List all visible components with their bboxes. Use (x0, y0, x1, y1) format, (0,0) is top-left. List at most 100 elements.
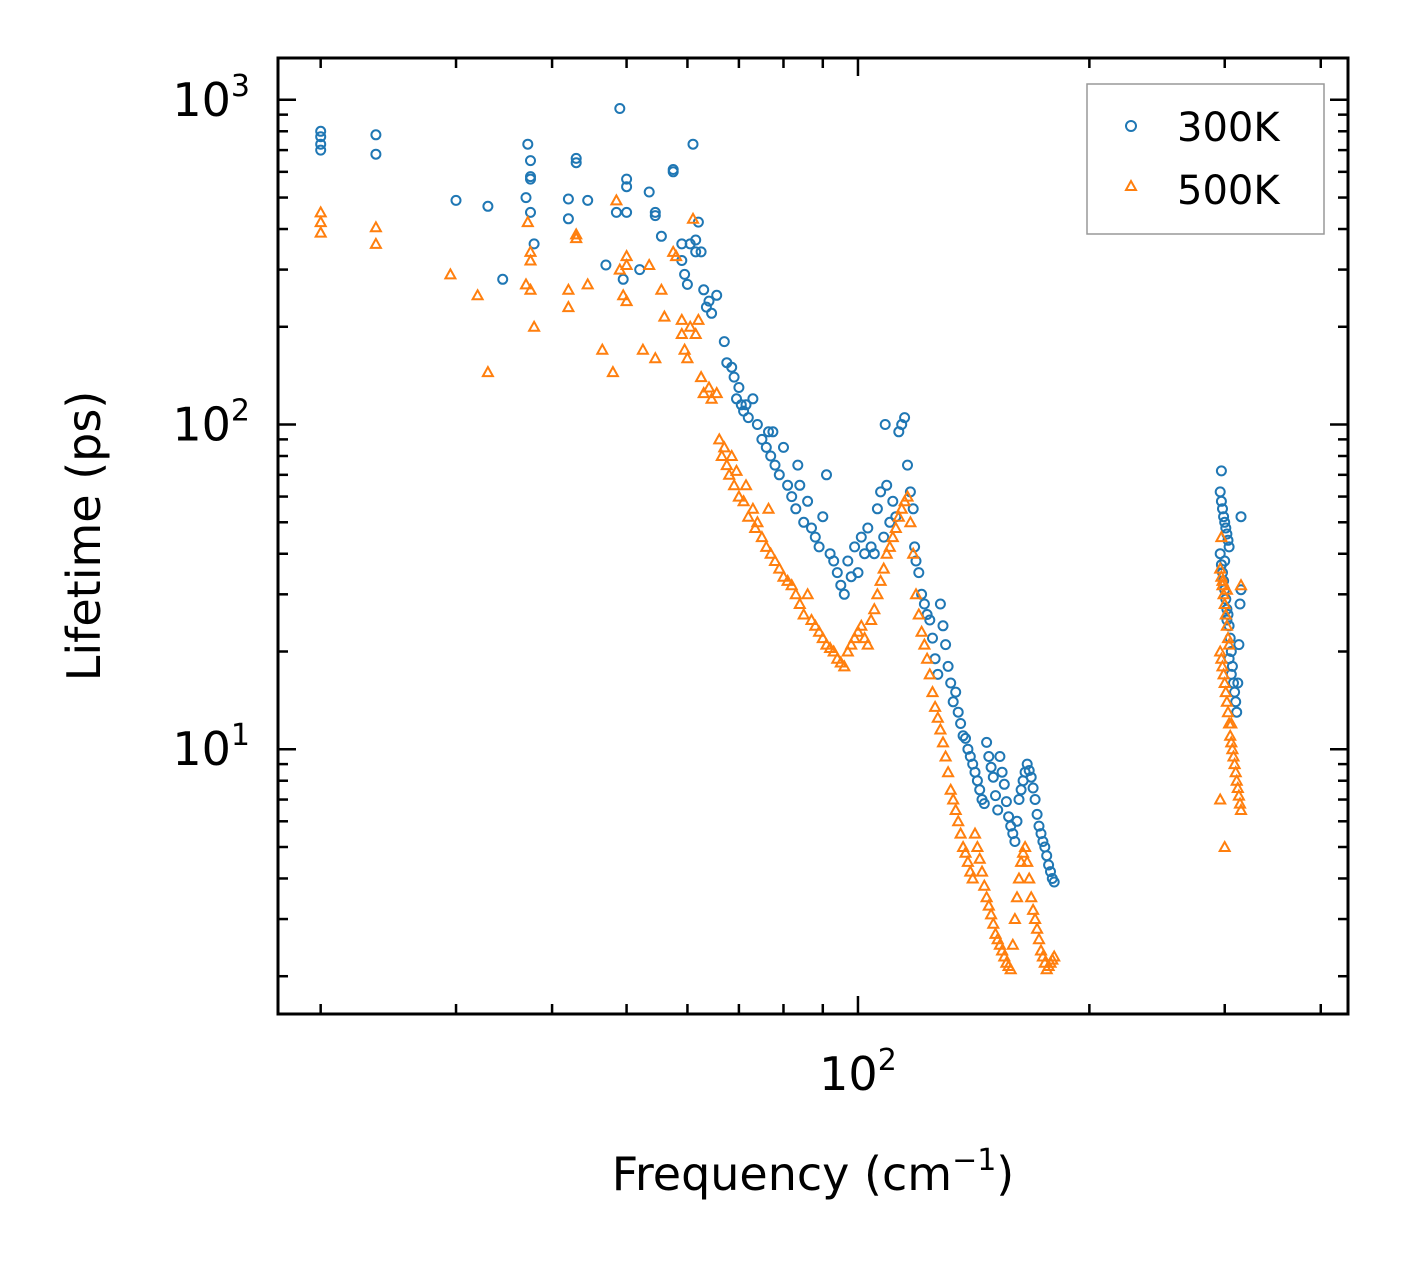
point-300k (1235, 511, 1247, 523)
point-500k (864, 612, 878, 625)
point-500k (923, 667, 937, 680)
point-300k (899, 412, 911, 424)
point-500k (883, 539, 897, 552)
point-500k (606, 365, 620, 378)
point-300k (790, 503, 802, 515)
point-500k (970, 839, 985, 852)
point-500k (481, 365, 495, 378)
point-300k (1043, 859, 1055, 871)
point-300k (1230, 696, 1242, 708)
point-500k (1032, 932, 1046, 945)
point-300k (570, 157, 582, 169)
point-300k (649, 210, 661, 222)
point-300k (879, 419, 891, 430)
point-300k (582, 194, 594, 206)
point-300k (934, 598, 946, 610)
point-300k (868, 548, 880, 560)
point-300k (987, 771, 999, 783)
point-300k (1223, 541, 1235, 553)
point-500k (914, 624, 929, 637)
point-300k (957, 730, 969, 742)
point-500k (903, 515, 918, 528)
point-300k (718, 336, 730, 348)
point-500k (837, 659, 851, 672)
point-300k (525, 173, 536, 185)
point-500k (727, 478, 741, 491)
point-300k (940, 639, 952, 651)
point-500k (877, 561, 891, 574)
point-500k (1213, 792, 1227, 805)
point-500k (1218, 675, 1232, 688)
point-500k (847, 631, 862, 644)
point-500k (1224, 716, 1238, 729)
point-500k (561, 300, 576, 313)
point-500k (648, 351, 662, 364)
point-300k (794, 479, 806, 491)
point-300k (992, 804, 1004, 816)
point-300k (621, 181, 633, 193)
point-300k (878, 531, 890, 543)
point-500k (691, 312, 706, 325)
point-300k (681, 278, 693, 290)
point-500k (958, 845, 973, 858)
point-500k (851, 624, 865, 637)
point-300k (1221, 614, 1233, 626)
point-300k (740, 399, 752, 411)
point-300k (1225, 646, 1237, 657)
point-500k (521, 215, 535, 228)
point-500k (920, 651, 934, 664)
point-300k (983, 751, 995, 762)
point-500k (800, 587, 815, 600)
point-500k (761, 501, 776, 514)
point-500k (973, 851, 987, 864)
point-500k (1026, 902, 1040, 915)
point-500k (314, 215, 328, 228)
point-300k (855, 531, 867, 543)
point-300k (792, 459, 804, 471)
y-tick-label: 101 (172, 718, 250, 776)
point-500k (675, 312, 689, 325)
point-500k (443, 267, 458, 280)
point-500k (741, 509, 755, 522)
point-500k (657, 309, 672, 322)
point-500k (1022, 871, 1036, 884)
point-500k (1030, 921, 1044, 934)
point-500k (689, 326, 703, 339)
point-500k (1028, 911, 1042, 924)
point-500k (369, 236, 383, 249)
point-500k (748, 520, 762, 533)
point-300k (711, 289, 723, 301)
point-500k (739, 478, 753, 491)
point-300k (798, 516, 810, 528)
point-300k (525, 206, 536, 218)
point-500k (768, 553, 782, 566)
point-500k (785, 578, 799, 591)
point-300k (902, 459, 913, 471)
axis-ticks (278, 58, 1348, 1014)
point-500k (680, 351, 695, 364)
point-300k (1039, 841, 1051, 853)
point-500k (569, 227, 583, 240)
point-500k (892, 509, 906, 522)
y-axis-title: Lifetime (ps) (57, 391, 111, 682)
point-300k (875, 486, 887, 498)
point-300k (1031, 808, 1043, 820)
point-500k (1220, 694, 1234, 707)
point-300k (884, 516, 896, 528)
point-500k (986, 916, 1000, 929)
point-500k (725, 448, 739, 461)
point-300k (570, 152, 582, 164)
point-500k (1020, 854, 1034, 867)
point-500k (702, 380, 716, 393)
point-300k (695, 246, 707, 258)
point-300k (1232, 677, 1244, 689)
point-300k (849, 541, 861, 553)
point-300k (767, 426, 779, 438)
point-300k (981, 736, 993, 748)
point-300k (765, 450, 777, 462)
point-500k (1016, 845, 1030, 858)
legend-marker-300k (1125, 120, 1137, 132)
point-500k (686, 211, 700, 224)
point-500k (793, 596, 807, 609)
point-500k (1234, 802, 1248, 815)
